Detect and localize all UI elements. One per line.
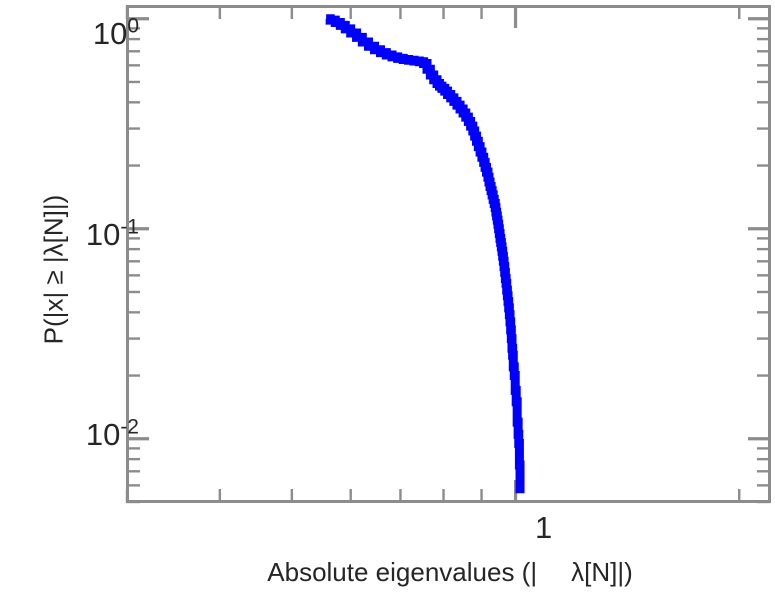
y-axis-title: P(|x| ≥ |λ[N]|) <box>38 194 69 345</box>
tick-marks <box>125 6 770 504</box>
x-axis-tick-label-1: 1 <box>535 510 553 545</box>
y-axis-tick-label-1e-1: 10-1 <box>85 215 139 252</box>
x-axis-title-part1: Absolute eigenvalues (| <box>267 557 538 587</box>
x-axis-title: Absolute eigenvalues (| λ[N]|) <box>130 557 770 588</box>
axis-frame <box>126 5 771 503</box>
y-axis-tick-label-1e-2: 10-2 <box>85 415 139 452</box>
x-axis-title-part2: λ[N]|) <box>571 557 633 587</box>
data-series-group <box>325 14 525 494</box>
y-axis-tick-label-1e0: 100 <box>92 14 139 51</box>
